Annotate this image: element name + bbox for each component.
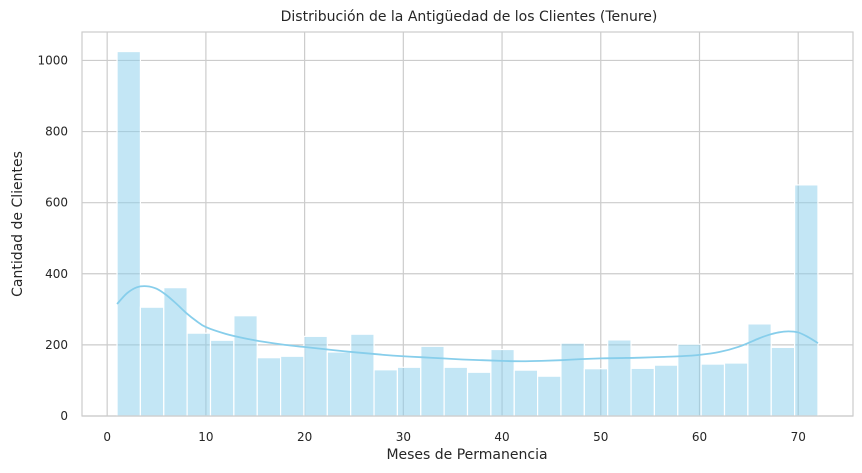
histogram-bar xyxy=(653,364,679,417)
x-axis-label: Meses de Permanencia xyxy=(386,447,547,463)
x-tick-label: 20 xyxy=(297,430,312,444)
x-tick-label: 0 xyxy=(103,430,111,444)
histogram-bar xyxy=(139,306,165,417)
histogram-bar xyxy=(607,339,632,417)
chart-title: Distribución de la Antigüedad de los Cli… xyxy=(281,9,658,25)
histogram-bar xyxy=(163,287,188,417)
histogram-bar xyxy=(466,371,492,417)
histogram-bar xyxy=(116,50,142,417)
histogram-bar xyxy=(233,315,258,417)
histogram-bar xyxy=(794,184,819,417)
histogram-bar xyxy=(186,332,212,417)
histogram-bar xyxy=(209,339,235,417)
histogram-bar xyxy=(373,369,399,417)
x-tick-label: 70 xyxy=(791,430,806,444)
histogram-bar xyxy=(326,351,352,417)
histogram-bar xyxy=(770,346,796,417)
y-axis-label: Cantidad de Clientes xyxy=(10,151,26,297)
kde-line xyxy=(116,285,819,363)
x-tick-label: 30 xyxy=(396,430,411,444)
histogram-bar xyxy=(396,366,422,417)
y-tick-label: 400 xyxy=(45,267,68,281)
bars xyxy=(116,50,819,417)
histogram-bar xyxy=(700,363,726,417)
y-tick-label: 200 xyxy=(45,338,68,352)
histogram-bar xyxy=(490,348,515,417)
plot-frame xyxy=(81,31,854,417)
histogram-bar xyxy=(583,368,609,417)
histogram-bar xyxy=(560,342,585,417)
y-tick-label: 600 xyxy=(45,196,68,210)
x-tick-label: 10 xyxy=(198,430,213,444)
histogram-bar xyxy=(513,369,539,417)
y-axis-ticks: 0 200 400 600 800 1000 xyxy=(37,53,68,423)
histogram-bar xyxy=(279,355,305,417)
y-tick-label: 1000 xyxy=(37,53,68,67)
y-tick-label: 0 xyxy=(60,409,68,423)
histogram-bar xyxy=(350,333,375,417)
x-tick-label: 50 xyxy=(593,430,608,444)
histogram-bar xyxy=(443,366,469,417)
histogram-bar xyxy=(256,357,282,417)
x-tick-label: 60 xyxy=(692,430,707,444)
x-axis-ticks: 0 10 20 30 40 50 60 70 xyxy=(103,430,805,444)
grid xyxy=(82,32,853,417)
histogram-bar xyxy=(630,367,656,417)
histogram-bar xyxy=(536,375,562,417)
y-tick-label: 800 xyxy=(45,125,68,139)
x-tick-label: 40 xyxy=(494,430,509,444)
histogram-bar xyxy=(723,362,749,417)
